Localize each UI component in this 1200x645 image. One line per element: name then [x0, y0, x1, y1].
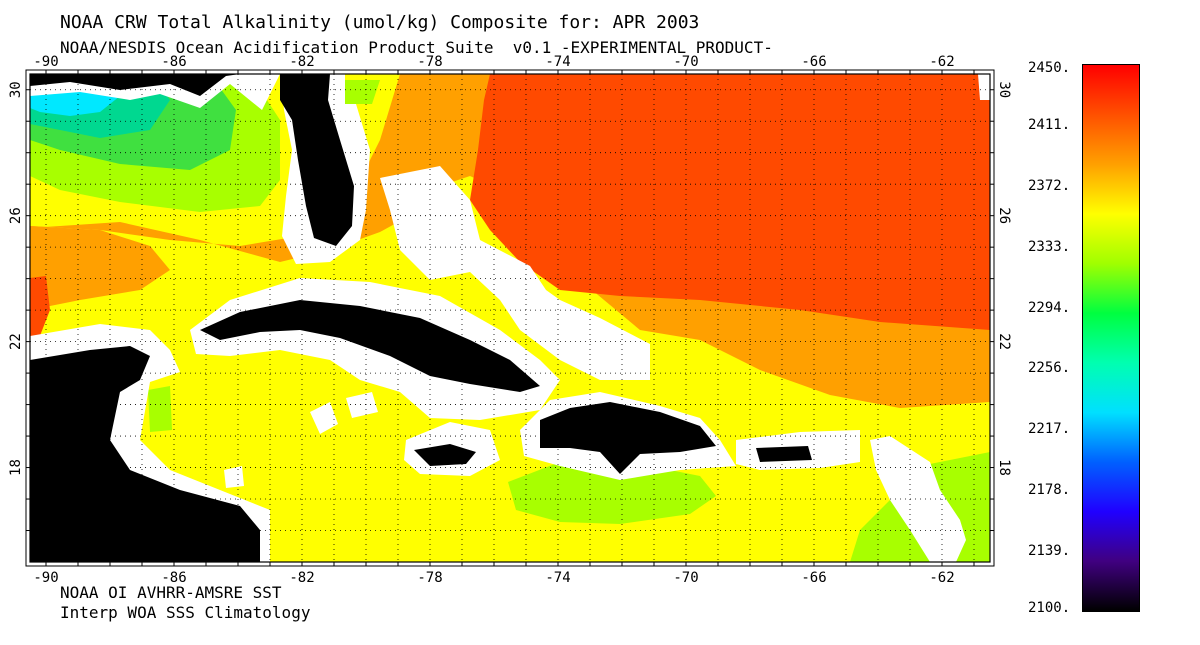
lon-tick-label-bottom: -74 — [545, 570, 570, 586]
land-florida — [280, 74, 354, 246]
colorbar-tick-label: 2217. — [1028, 421, 1071, 438]
land-cuba — [200, 300, 540, 392]
colorbar-tick-label: 2294. — [1028, 299, 1071, 316]
colorbar-tick-label: 2139. — [1028, 543, 1071, 560]
colorbar — [1082, 64, 1140, 612]
lat-tick-label-left: 22 — [8, 333, 24, 350]
sss-source-credit: Interp WOA SSS Climatology — [60, 603, 311, 622]
lon-tick-label-bottom: -90 — [33, 570, 58, 586]
lon-tick-label-top: -66 — [801, 54, 826, 70]
lat-tick-label-right: 18 — [996, 459, 1012, 476]
lon-tick-label-top: -74 — [545, 54, 570, 70]
ta-zone-2411-gulf — [30, 276, 50, 346]
lon-tick-label-bottom: -78 — [417, 570, 442, 586]
lon-tick-label-top: -70 — [673, 54, 698, 70]
ta-zone-2345-north — [345, 80, 380, 104]
lon-tick-label-bottom: -82 — [289, 570, 314, 586]
ta-zone-2345-yucatan — [148, 386, 172, 432]
lon-tick-label-bottom: -70 — [673, 570, 698, 586]
sst-source-credit: NOAA OI AVHRR-AMSRE SST — [60, 583, 282, 602]
map-outer-frame — [25, 69, 995, 567]
colorbar-tick-label: 2333. — [1028, 238, 1071, 255]
lat-tick-label-right: 26 — [996, 207, 1012, 224]
map-frame — [29, 73, 991, 563]
lat-lon-grid — [30, 74, 990, 562]
lat-labels-left: 30 26 22 18 — [8, 81, 24, 476]
map-field — [30, 74, 990, 562]
lon-tick-label-top: -62 — [929, 54, 954, 70]
lat-tick-label-left: 26 — [8, 207, 24, 224]
lon-labels-top: -90 -86 -82 -78 -74 -70 -66 -62 — [33, 54, 954, 70]
lat-labels-right: 30 26 22 18 — [996, 81, 1012, 476]
colorbar-tick-label: 2178. — [1028, 482, 1071, 499]
lat-tick-label-left: 18 — [8, 459, 24, 476]
lon-tick-label-top: -90 — [33, 54, 58, 70]
colorbar-tick-label: 2256. — [1028, 360, 1071, 377]
axis-ticks — [26, 70, 994, 566]
ta-zone-2411 — [470, 74, 990, 330]
land-puerto-rico — [756, 446, 812, 462]
lon-tick-label-top: -78 — [417, 54, 442, 70]
lat-tick-label-left: 30 — [8, 81, 24, 98]
colorbar-tick-label: 2100. — [1028, 600, 1071, 616]
map-title: NOAA CRW Total Alkalinity (umol/kg) Comp… — [60, 12, 700, 33]
lon-tick-label-bottom: -66 — [801, 570, 826, 586]
lon-tick-label-top: -86 — [161, 54, 186, 70]
map-subtitle: NOAA/NESDIS Ocean Acidification Product … — [60, 38, 773, 57]
lat-tick-label-right: 22 — [996, 333, 1012, 350]
land-hispaniola — [540, 402, 716, 474]
lon-tick-label-bottom: -62 — [929, 570, 954, 586]
land-gulf-coast — [30, 74, 240, 96]
lon-tick-label-top: -82 — [289, 54, 314, 70]
lon-labels-bottom: -90 -86 -82 -78 -74 -70 -66 -62 — [33, 570, 954, 586]
lon-tick-label-bottom: -86 — [161, 570, 186, 586]
colorbar-tick-label: 2372. — [1028, 177, 1071, 194]
colorbar-tick-label: 2411. — [1028, 116, 1071, 133]
land-mass — [30, 74, 812, 562]
land-mexico — [30, 346, 260, 562]
ta-zone-2345-caribbean — [508, 462, 716, 524]
colorbar-tick-label: 2450. — [1028, 60, 1071, 76]
lat-tick-label-right: 30 — [996, 81, 1012, 98]
land-jamaica — [414, 444, 476, 466]
